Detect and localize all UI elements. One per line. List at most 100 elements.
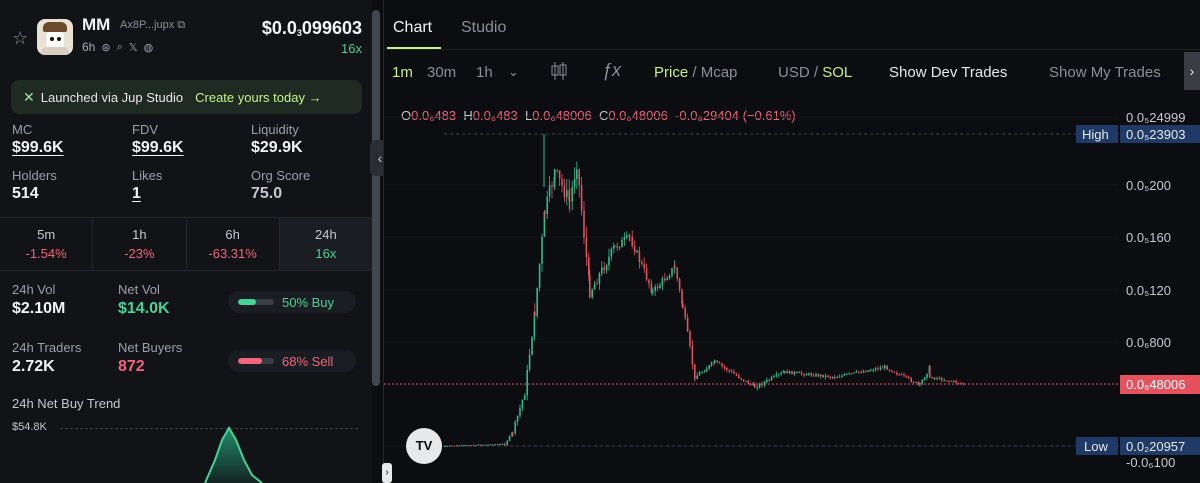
candle-body <box>616 245 618 248</box>
interval-1h[interactable]: 1h <box>476 64 493 81</box>
favorite-star-icon[interactable]: ☆ <box>12 28 29 48</box>
candle-body <box>756 387 758 389</box>
banner-text: Launched via Jup Studio <box>40 89 184 105</box>
candle-body <box>674 266 676 268</box>
candle-body <box>929 366 931 378</box>
candle-body <box>534 311 536 316</box>
low-value-tag <box>1120 437 1200 455</box>
create-token-link[interactable]: Create yours today → <box>195 89 322 105</box>
token-address[interactable]: Ax8P...jupx ⧉ <box>120 19 186 31</box>
candle-body <box>614 245 616 247</box>
globe-icon[interactable]: ◍ <box>143 41 154 54</box>
candle-body <box>855 371 858 373</box>
candle-body <box>780 372 782 375</box>
price-chart[interactable]: 0.0₅24999 0.0₅200 0.0₅160 0.0₅120 0.0₆800 -0.… <box>384 92 1200 483</box>
currency-toggle[interactable]: USD / SOL <box>778 64 853 81</box>
candle-body <box>666 278 668 281</box>
candle-body <box>668 275 671 279</box>
candle-body <box>938 377 941 380</box>
candle-body <box>896 372 898 375</box>
close-icon[interactable]: ✕ <box>23 88 35 105</box>
candle-body <box>654 286 656 291</box>
stat-org-score: Org Score 75.0 <box>251 168 311 202</box>
candle-body <box>524 395 526 400</box>
candle-body <box>511 432 513 436</box>
candle-body <box>872 370 874 372</box>
chevron-right-icon[interactable]: › <box>1184 52 1200 90</box>
candle-body <box>578 169 580 186</box>
token-age: 6h <box>82 40 96 54</box>
period-1h[interactable]: 1h -23% <box>93 218 187 270</box>
candle-body <box>626 235 628 238</box>
show-my-trades-button[interactable]: Show My Trades <box>1049 64 1161 81</box>
token-meta: 6h ⊛ ⌕ 𝕏 ◍ <box>82 40 153 54</box>
candle-body <box>544 211 546 214</box>
dev-icon[interactable]: ⊛ <box>101 41 111 54</box>
search-icon[interactable]: ⌕ <box>116 40 123 53</box>
low-tag-label: Low <box>1084 439 1108 454</box>
candle-body <box>569 200 571 202</box>
candle-body <box>752 384 754 386</box>
sell-ratio-bar: 68% Sell <box>228 350 356 372</box>
ohlc-readout: O0.0₆483 H0.0₆483 L0.0₆48006 C0.0₆48006 … <box>401 108 796 123</box>
copy-icon[interactable]: ⧉ <box>177 19 186 31</box>
candle-body <box>915 381 917 383</box>
candle-body <box>573 178 576 188</box>
tab-chart[interactable]: Chart <box>393 19 433 36</box>
candle-body <box>710 362 713 366</box>
candle-body <box>943 380 945 382</box>
candle-body <box>563 185 566 198</box>
candle-body <box>763 381 766 385</box>
stat-likes[interactable]: Likes 1 <box>132 168 163 202</box>
axis-tick-label: 0.0₆800 <box>1126 335 1171 350</box>
candle-body <box>879 367 882 370</box>
candle-body <box>484 444 487 446</box>
period-6h[interactable]: 6h -63.31% <box>187 218 280 270</box>
candle-body <box>682 303 684 309</box>
candle-body <box>556 169 558 171</box>
indicators-fx-icon[interactable]: ƒx <box>602 60 622 80</box>
candle-body <box>531 337 533 355</box>
candle-body <box>870 370 872 372</box>
token-price: $0.03099603 <box>261 18 362 38</box>
candle-body <box>593 283 596 290</box>
candle-body <box>862 371 865 373</box>
interval-1m[interactable]: 1m <box>392 64 413 81</box>
candle-body <box>850 373 853 375</box>
candle-body <box>489 444 492 446</box>
candle-body <box>470 445 472 447</box>
price-mcap-toggle[interactable]: Price / Mcap <box>654 64 738 81</box>
show-dev-trades-button[interactable]: Show Dev Trades <box>889 64 1008 81</box>
candle-body <box>538 263 541 288</box>
candle-body <box>641 261 643 264</box>
candle-body <box>533 311 536 338</box>
candle-body <box>638 250 641 262</box>
stat-holders: Holders 514 <box>12 168 57 202</box>
chart-expand-handle[interactable]: › <box>382 463 392 483</box>
axis-tick-label: -0.0₆100 <box>1126 455 1175 470</box>
candle-body <box>512 432 514 434</box>
interval-dropdown-chevron-icon[interactable]: ⌄ <box>508 64 519 79</box>
left-scrollbar[interactable] <box>372 10 380 386</box>
period-5m[interactable]: 5m -1.54% <box>0 218 94 270</box>
period-24h[interactable]: 24h 16x <box>279 218 372 270</box>
candlestick-icon[interactable] <box>550 60 568 82</box>
candle-body <box>671 268 673 276</box>
candle-body <box>788 371 791 374</box>
candle-body <box>492 444 494 446</box>
candle-body <box>603 267 605 271</box>
candle-body <box>444 445 446 447</box>
candle-body <box>543 211 546 237</box>
candle-body <box>893 371 896 373</box>
candle-body <box>501 443 504 445</box>
candle-body <box>448 445 451 447</box>
candle-body <box>738 375 740 379</box>
candle-body <box>728 370 730 372</box>
candle-body <box>648 279 650 284</box>
candle-body <box>583 210 585 238</box>
candle-body <box>504 443 506 445</box>
tab-studio[interactable]: Studio <box>461 19 507 36</box>
x-social-icon[interactable]: 𝕏 <box>128 41 138 54</box>
interval-30m[interactable]: 30m <box>427 64 457 81</box>
chart-panel: Chart Studio 1m 30m 1h ⌄ ƒx Price / Mcap… <box>382 0 1200 483</box>
